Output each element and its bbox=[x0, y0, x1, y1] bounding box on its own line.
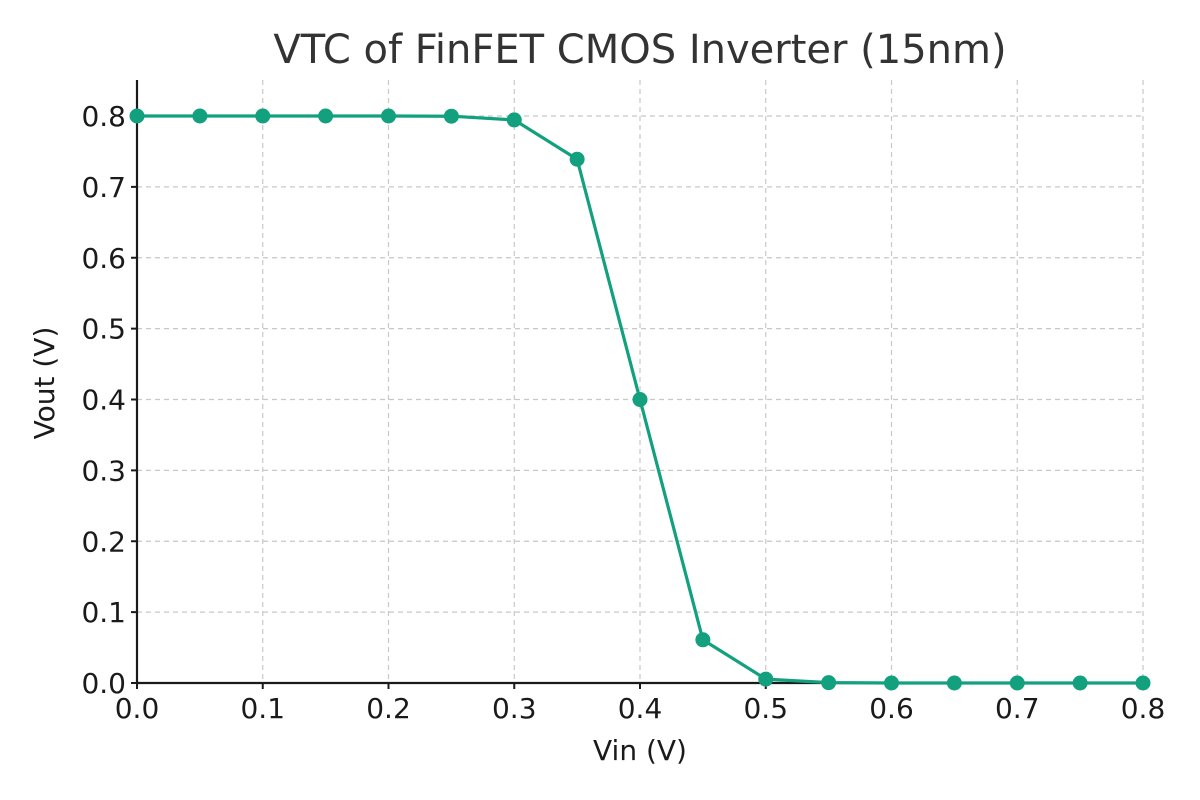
data-point bbox=[318, 108, 334, 124]
x-tick-label: 0.8 bbox=[1121, 692, 1166, 725]
data-point bbox=[1009, 675, 1025, 691]
y-axis-label: Vout (V) bbox=[28, 327, 61, 440]
y-tick-label: 0.1 bbox=[81, 596, 126, 629]
data-point bbox=[569, 151, 585, 167]
data-point bbox=[1072, 675, 1088, 691]
y-tick-label: 0.0 bbox=[81, 667, 126, 700]
y-tick-label: 0.3 bbox=[81, 454, 126, 487]
x-tick-label: 0.6 bbox=[869, 692, 914, 725]
y-tick-label: 0.5 bbox=[81, 313, 126, 346]
data-point bbox=[1135, 675, 1151, 691]
data-point bbox=[129, 108, 145, 124]
y-tick-label: 0.2 bbox=[81, 525, 126, 558]
x-tick-label: 0.0 bbox=[115, 692, 160, 725]
x-tick-label: 0.4 bbox=[618, 692, 663, 725]
data-series bbox=[129, 108, 1151, 691]
x-tick-label: 0.5 bbox=[743, 692, 788, 725]
y-tick-label: 0.8 bbox=[81, 100, 126, 133]
data-point bbox=[695, 632, 711, 648]
data-point bbox=[506, 112, 522, 128]
ticks: 0.0 0.1 0.2 0.3 0.4 0.5 0.6 0.7 0.8 0.0 0.1 0.2 0.3 0… bbox=[81, 100, 1165, 725]
chart-title: VTC of FinFET CMOS Inverter (15nm) bbox=[273, 27, 1006, 73]
y-tick-label: 0.6 bbox=[81, 242, 126, 275]
y-tick-label: 0.7 bbox=[81, 171, 126, 204]
x-tick-label: 0.7 bbox=[995, 692, 1040, 725]
grid bbox=[136, 80, 1144, 684]
x-tick-label: 0.2 bbox=[366, 692, 411, 725]
data-point bbox=[884, 675, 899, 691]
x-tick-label: 0.1 bbox=[240, 692, 285, 725]
x-axis-label: Vin (V) bbox=[593, 734, 687, 767]
data-point bbox=[946, 675, 962, 691]
x-tick-label: 0.3 bbox=[492, 692, 537, 725]
data-point bbox=[443, 108, 459, 124]
y-tick-label: 0.4 bbox=[81, 384, 126, 417]
data-point bbox=[821, 675, 837, 691]
data-point bbox=[192, 108, 208, 124]
data-point bbox=[255, 108, 271, 124]
data-point bbox=[758, 671, 774, 687]
data-point bbox=[381, 108, 396, 124]
data-point bbox=[632, 392, 648, 407]
